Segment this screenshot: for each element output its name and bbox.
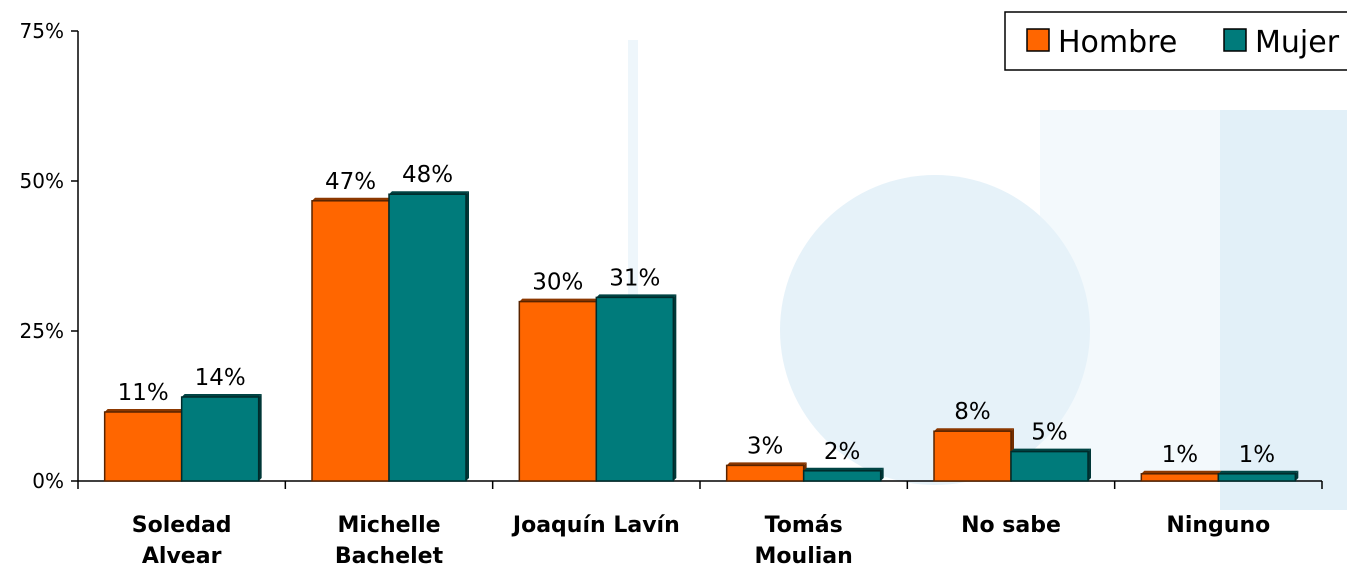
- bar-face: [311, 200, 390, 482]
- bar-face: [802, 470, 882, 482]
- bar-face: [1140, 473, 1220, 482]
- bar-face: [1010, 450, 1089, 482]
- bar-hombre: [518, 298, 600, 482]
- data-label: 11%: [118, 380, 169, 406]
- bar-hombre: [1140, 470, 1222, 482]
- data-label: 2%: [824, 439, 861, 465]
- data-label: 1%: [1162, 442, 1199, 468]
- bar-top: [1218, 470, 1299, 474]
- x-tick-label: Ninguno: [1166, 513, 1270, 538]
- data-label: 1%: [1239, 442, 1276, 468]
- bar-top: [596, 294, 677, 298]
- axes: 0% 25% 50% 75% Soledad Alvear Michelle Bachelet…: [20, 19, 1323, 569]
- bar-hombre: [103, 409, 185, 482]
- legend-box: [1004, 11, 1347, 71]
- bar-face: [388, 193, 467, 482]
- y-tick-label: 75%: [20, 19, 64, 43]
- bar-face: [595, 296, 675, 482]
- bar-mujer: [1217, 470, 1299, 482]
- bar-top: [1011, 448, 1091, 452]
- x-tick-label: No sabe: [961, 513, 1061, 538]
- data-label: 5%: [1031, 420, 1068, 446]
- y-tick-label: 0%: [32, 469, 64, 493]
- data-label: 3%: [747, 433, 784, 459]
- background-watermark: [628, 40, 1347, 510]
- bar-mujer: [1010, 448, 1091, 482]
- bar-face: [518, 300, 598, 482]
- data-labels: 11% 47% 30% 3% 8% 1% 14% 48% 31% 2% 5% 1%: [118, 162, 1275, 468]
- data-label: 31%: [609, 265, 660, 291]
- bar-mujer: [388, 191, 469, 482]
- bar-mujer: [595, 294, 677, 482]
- bar-face: [725, 464, 805, 482]
- bar-face: [933, 430, 1012, 482]
- legend-swatch-hombre: [1026, 28, 1050, 52]
- y-tick-label: 25%: [20, 319, 64, 343]
- bar-face: [1217, 473, 1297, 482]
- bar-mujer: [802, 467, 884, 482]
- bar-hombre: [311, 197, 392, 482]
- bar-hombre: [933, 428, 1014, 482]
- bar-face: [180, 396, 260, 482]
- bars: [103, 191, 1299, 482]
- data-label: 48%: [402, 162, 453, 188]
- x-tick-label: Soledad Alvear: [132, 513, 232, 569]
- legend: Hombre Mujer: [1004, 11, 1347, 71]
- legend-label-mujer: Mujer: [1255, 25, 1340, 60]
- x-tick-label: Tomás Moulian: [755, 513, 853, 569]
- data-label: 47%: [325, 169, 376, 195]
- data-label: 30%: [532, 270, 583, 296]
- bar-hombre: [725, 462, 807, 482]
- x-tick-label: Joaquín Lavín: [511, 513, 680, 538]
- data-label: 14%: [195, 365, 246, 391]
- y-tick-label: 50%: [20, 169, 64, 193]
- data-label: 8%: [954, 399, 991, 425]
- bar-top: [803, 467, 884, 471]
- legend-swatch-mujer: [1223, 28, 1247, 52]
- bar-mujer: [180, 394, 262, 482]
- bar-face: [103, 411, 183, 482]
- bar-top: [1141, 470, 1222, 474]
- legend-label-hombre: Hombre: [1058, 25, 1177, 60]
- bar-top: [312, 197, 392, 201]
- x-tick-label: Michelle Bachelet: [335, 513, 444, 569]
